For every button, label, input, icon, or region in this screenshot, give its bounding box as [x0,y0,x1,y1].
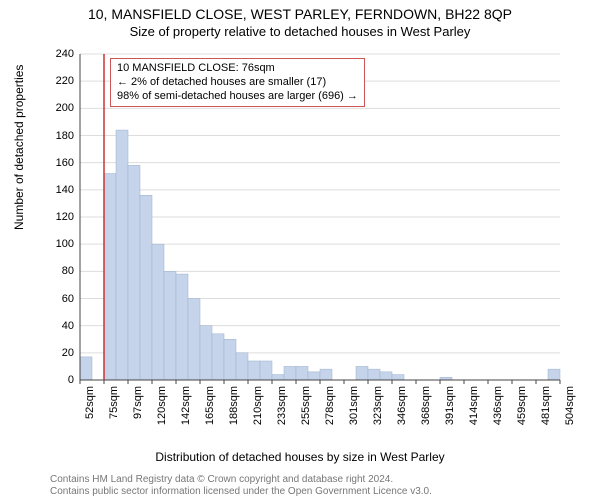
histogram-bar [320,369,332,380]
x-tick-label: 165sqm [204,386,216,436]
x-tick-label: 368sqm [420,386,432,436]
histogram-bar [248,361,260,380]
footer-line-1: Contains HM Land Registry data © Crown c… [50,474,432,486]
x-tick-label: 301sqm [348,386,360,436]
y-tick-label: 120 [56,211,74,223]
x-tick-label: 210sqm [252,386,264,436]
histogram-bar [356,366,368,380]
histogram-bar [308,372,320,380]
histogram-bar [272,375,284,380]
x-tick-label: 346sqm [396,386,408,436]
histogram-bar [368,369,380,380]
histogram-plot: 020406080100120140160180200220240 52sqm7… [70,50,570,410]
page-title: 10, MANSFIELD CLOSE, WEST PARLEY, FERNDO… [0,0,600,22]
histogram-bar [548,369,560,380]
y-tick-label: 240 [56,48,74,60]
y-tick-label: 80 [62,265,74,277]
x-tick-label: 142sqm [180,386,192,436]
y-tick-label: 220 [56,75,74,87]
y-tick-label: 200 [56,102,74,114]
histogram-bar [260,361,272,380]
x-tick-label: 75sqm [108,386,120,436]
histogram-bar [392,375,404,380]
x-tick-label: 120sqm [156,386,168,436]
histogram-bar [188,299,200,381]
annotation-box: 10 MANSFIELD CLOSE: 76sqm ← 2% of detach… [110,58,365,107]
histogram-bar [104,174,116,380]
histogram-bar [380,372,392,380]
y-tick-label: 140 [56,184,74,196]
x-tick-label: 97sqm [132,386,144,436]
y-tick-label: 0 [68,374,74,386]
y-tick-label: 100 [56,238,74,250]
x-tick-label: 233sqm [276,386,288,436]
x-tick-label: 188sqm [228,386,240,436]
annotation-line-1: 10 MANSFIELD CLOSE: 76sqm [117,62,358,76]
histogram-bar [224,339,236,380]
x-tick-label: 278sqm [324,386,336,436]
annotation-line-2: ← 2% of detached houses are smaller (17) [117,76,358,90]
histogram-bar [80,357,92,380]
x-tick-label: 52sqm [84,386,96,436]
annotation-line-3: 98% of semi-detached houses are larger (… [117,90,358,104]
footer-line-2: Contains public sector information licen… [50,486,432,498]
x-tick-label: 323sqm [372,386,384,436]
histogram-bar [284,366,296,380]
histogram-bar [164,271,176,380]
x-tick-label: 459sqm [516,386,528,436]
histogram-bar [212,334,224,380]
histogram-bar [152,244,164,380]
y-axis-label: Number of detached properties [12,65,26,230]
histogram-bar [200,326,212,380]
histogram-bar [176,274,188,380]
histogram-bar [296,366,308,380]
x-tick-label: 255sqm [300,386,312,436]
x-tick-label: 414sqm [468,386,480,436]
x-tick-label: 391sqm [444,386,456,436]
histogram-bar [140,195,152,380]
histogram-bar [236,353,248,380]
x-axis-label: Distribution of detached houses by size … [0,450,600,464]
x-tick-label: 504sqm [564,386,576,436]
page-subtitle: Size of property relative to detached ho… [0,22,600,39]
x-tick-label: 436sqm [492,386,504,436]
y-tick-label: 60 [62,293,74,305]
x-tick-label: 481sqm [540,386,552,436]
histogram-bar [128,165,140,380]
y-tick-label: 40 [62,320,74,332]
footer-attribution: Contains HM Land Registry data © Crown c… [50,474,432,498]
y-tick-label: 20 [62,347,74,359]
y-tick-label: 160 [56,157,74,169]
histogram-bar [116,130,128,380]
y-tick-label: 180 [56,130,74,142]
